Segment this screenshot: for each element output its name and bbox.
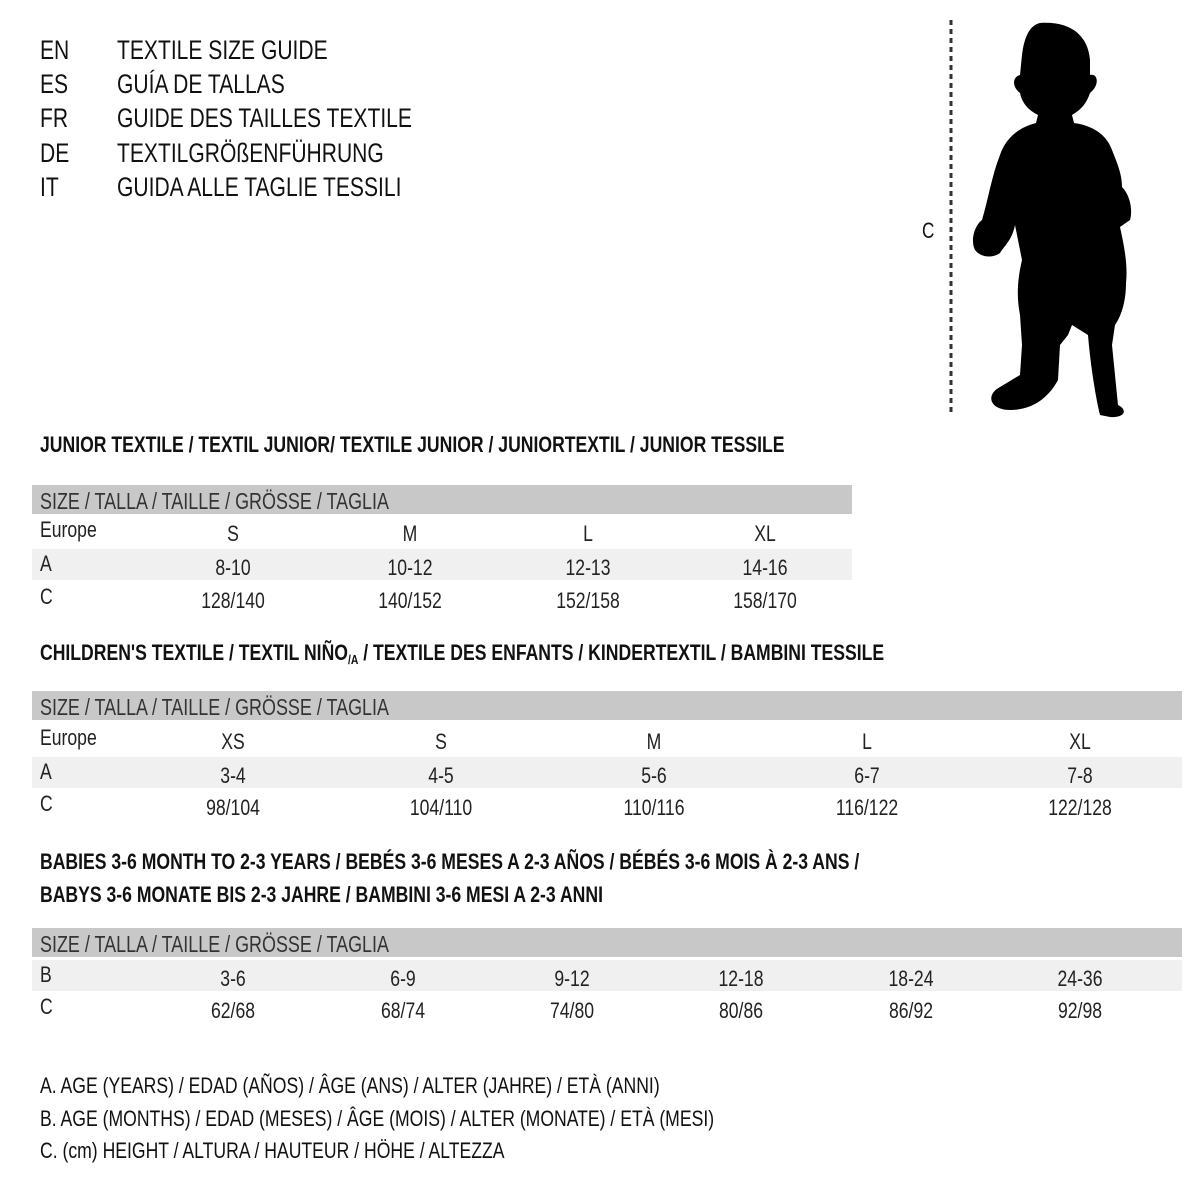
table-cell: 3-4 bbox=[220, 763, 246, 788]
table-cell: 68/74 bbox=[380, 998, 426, 1023]
row-band bbox=[32, 960, 1182, 991]
table-cell: 74/80 bbox=[549, 998, 595, 1023]
guide-title: GUIDE DES TAILLES TEXTILE bbox=[117, 103, 412, 133]
lang-code: IT bbox=[40, 172, 59, 202]
guide-title: TEXTILE SIZE GUIDE bbox=[117, 35, 328, 65]
row-band bbox=[32, 549, 852, 580]
guide-title: TEXTILGRÖßENFÜHRUNG bbox=[117, 138, 384, 168]
size-header-label: SIZE / TALLA / TAILLE / GRÖSSE / TAGLIA bbox=[40, 931, 389, 957]
guide-title: GUÍA DE TALLAS bbox=[117, 69, 285, 99]
table-cell: 104/110 bbox=[409, 795, 473, 820]
junior-section-title: JUNIOR TEXTILE / TEXTIL JUNIOR/ TEXTILE … bbox=[40, 432, 785, 457]
legend-c: C. (cm) HEIGHT / ALTURA / HAUTEUR / HÖHE… bbox=[40, 1138, 505, 1163]
table-cell: 80/86 bbox=[718, 998, 764, 1023]
table-cell: L bbox=[862, 729, 872, 754]
table-cell: 140/152 bbox=[378, 588, 442, 613]
lang-code: DE bbox=[40, 138, 70, 168]
table-cell: 122/128 bbox=[1048, 795, 1112, 820]
row-label: C bbox=[40, 584, 53, 609]
legend-b: B. AGE (MONTHS) / EDAD (MESES) / ÂGE (MO… bbox=[40, 1106, 715, 1131]
children-section-title: CHILDREN'S TEXTILE / TEXTIL NIÑO/A / TEX… bbox=[40, 640, 885, 667]
babies-size-header: SIZE / TALLA / TAILLE / GRÖSSE / TAGLIA bbox=[32, 928, 1182, 957]
table-cell: S bbox=[227, 521, 239, 546]
table-cell: 10-12 bbox=[387, 555, 433, 580]
row-label: Europe bbox=[40, 517, 97, 542]
lang-code: EN bbox=[40, 35, 70, 65]
row-label: B bbox=[40, 962, 52, 987]
table-cell: L bbox=[583, 521, 593, 546]
table-cell: 24-36 bbox=[1057, 966, 1103, 991]
table-cell: 5-6 bbox=[641, 763, 667, 788]
child-silhouette-icon bbox=[949, 20, 1132, 418]
lang-code: ES bbox=[40, 69, 69, 99]
size-header-label: SIZE / TALLA / TAILLE / GRÖSSE / TAGLIA bbox=[40, 488, 389, 514]
title-rest: / TEXTILE DES ENFANTS / KINDERTEXTIL / B… bbox=[358, 640, 885, 665]
table-cell: XS bbox=[221, 729, 245, 754]
babies-section-title-line2: BABYS 3-6 MONATE BIS 2-3 JAHRE / BAMBINI… bbox=[40, 882, 603, 907]
table-cell: 116/122 bbox=[835, 795, 899, 820]
row-band bbox=[32, 757, 1182, 788]
row-label: Europe bbox=[40, 725, 97, 750]
table-cell: 7-8 bbox=[1067, 763, 1093, 788]
table-cell: 6-7 bbox=[854, 763, 880, 788]
table-cell: M bbox=[646, 729, 662, 754]
table-cell: XL bbox=[754, 521, 776, 546]
table-cell: 12-13 bbox=[565, 555, 611, 580]
table-cell: 152/158 bbox=[556, 588, 620, 613]
table-cell: 14-16 bbox=[742, 555, 788, 580]
table-cell: M bbox=[402, 521, 418, 546]
table-cell: 12-18 bbox=[718, 966, 764, 991]
row-label: C bbox=[40, 994, 53, 1019]
table-cell: 86/92 bbox=[888, 998, 934, 1023]
table-cell: 18-24 bbox=[888, 966, 934, 991]
size-header-label: SIZE / TALLA / TAILLE / GRÖSSE / TAGLIA bbox=[40, 694, 389, 720]
table-cell: 62/68 bbox=[210, 998, 256, 1023]
measure-label: C bbox=[922, 218, 935, 243]
guide-title: GUIDA ALLE TAGLIE TESSILI bbox=[117, 172, 402, 202]
title-main: CHILDREN'S TEXTILE / TEXTIL NIÑO bbox=[40, 640, 348, 665]
children-size-header: SIZE / TALLA / TAILLE / GRÖSSE / TAGLIA bbox=[32, 691, 1182, 720]
table-cell: S bbox=[435, 729, 447, 754]
table-cell: 98/104 bbox=[206, 795, 260, 820]
table-cell: XL bbox=[1069, 729, 1091, 754]
babies-section-title-line1: BABIES 3-6 MONTH TO 2-3 YEARS / BEBÉS 3-… bbox=[40, 849, 860, 874]
legend-a: A. AGE (YEARS) / EDAD (AÑOS) / ÂGE (ANS)… bbox=[40, 1073, 660, 1098]
row-label: A bbox=[40, 551, 52, 576]
lang-code: FR bbox=[40, 103, 69, 133]
table-cell: 6-9 bbox=[390, 966, 416, 991]
row-label: A bbox=[40, 759, 52, 784]
table-cell: 9-12 bbox=[554, 966, 590, 991]
title-sub: /A bbox=[347, 652, 359, 667]
table-cell: 92/98 bbox=[1057, 998, 1103, 1023]
junior-size-header: SIZE / TALLA / TAILLE / GRÖSSE / TAGLIA bbox=[32, 485, 852, 514]
table-cell: 158/170 bbox=[733, 588, 797, 613]
table-cell: 110/116 bbox=[623, 795, 685, 820]
row-label: C bbox=[40, 791, 53, 816]
table-cell: 4-5 bbox=[428, 763, 454, 788]
table-cell: 8-10 bbox=[215, 555, 251, 580]
table-cell: 3-6 bbox=[220, 966, 246, 991]
table-cell: 128/140 bbox=[201, 588, 265, 613]
